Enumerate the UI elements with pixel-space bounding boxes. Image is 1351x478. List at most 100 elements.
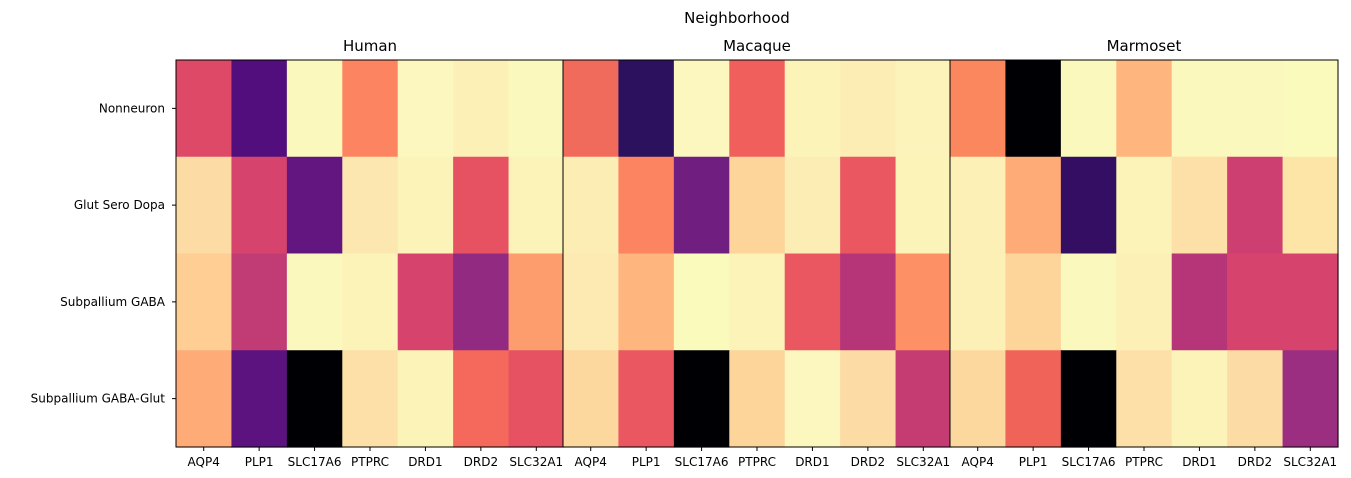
- heatmap-cell: [729, 253, 786, 351]
- heatmap-cell: [176, 156, 233, 255]
- heatmap-cell: [1116, 60, 1173, 158]
- heatmap-cell: [286, 350, 343, 448]
- heatmap-cell: [231, 156, 288, 255]
- x-tick-label: SLC17A6: [288, 455, 342, 469]
- heatmap-cell: [1116, 253, 1173, 351]
- heatmap-cell: [453, 350, 510, 448]
- x-tick-label: AQP4: [575, 455, 607, 469]
- heatmap-cell: [1005, 350, 1062, 448]
- x-tick-label: DRD1: [408, 455, 442, 469]
- x-tick-label: DRD2: [851, 455, 885, 469]
- heatmap-cell: [950, 60, 1007, 158]
- y-tick-label: Nonneuron: [99, 101, 165, 115]
- x-tick-label: SLC32A1: [509, 455, 563, 469]
- heatmap-cell: [508, 350, 565, 448]
- heatmap-cell: [453, 253, 510, 351]
- heatmap-cell: [397, 350, 454, 448]
- x-tick-label: PTPRC: [351, 455, 389, 469]
- heatmap-cell: [729, 60, 786, 158]
- heatmap-cell: [231, 253, 288, 351]
- heatmap-cell: [1227, 253, 1284, 351]
- heatmap-cell: [1116, 156, 1173, 255]
- y-tick-label: Subpallium GABA: [60, 295, 166, 309]
- heatmap-cell: [729, 156, 786, 255]
- heatmap-cell: [618, 60, 675, 158]
- heatmap-cell: [342, 156, 399, 255]
- heatmap-cell: [1060, 350, 1117, 448]
- x-tick-label: SLC32A1: [896, 455, 950, 469]
- y-tick-label: Subpallium GABA-Glut: [31, 392, 166, 406]
- heatmap-cell: [673, 60, 730, 158]
- heatmap-cell: [1227, 350, 1284, 448]
- heatmap-cell: [1227, 60, 1284, 158]
- heatmap-cell: [342, 253, 399, 351]
- heatmap-cell: [508, 156, 565, 255]
- x-tick-label: PLP1: [632, 455, 661, 469]
- x-tick-label: PLP1: [245, 455, 274, 469]
- heatmap-cell: [895, 350, 952, 448]
- heatmap-cell: [729, 350, 786, 448]
- heatmap-cell: [784, 350, 841, 448]
- y-tick-label: Glut Sero Dopa: [74, 198, 165, 212]
- panel-title: Human: [343, 37, 397, 55]
- heatmap-cell: [563, 350, 620, 448]
- x-tick-label: SLC17A6: [1062, 455, 1116, 469]
- heatmap-cell: [176, 350, 233, 448]
- x-tick-label: DRD1: [795, 455, 829, 469]
- panel-macaque: Macaque AQP4 PLP1 SLC17A6 PTPRC DRD1 DRD2 SLC32…: [562, 37, 952, 469]
- heatmap-panels: Human AQP4 PLP1 SLC17A6 PTPRC DRD1 DRD2 SLC32A1…: [31, 37, 1339, 469]
- heatmap-cell: [342, 350, 399, 448]
- heatmap-cell: [1005, 60, 1062, 158]
- heatmap-cell: [618, 156, 675, 255]
- heatmap-cell: [176, 60, 233, 158]
- heatmap-cell: [784, 60, 841, 158]
- heatmap-cell: [950, 156, 1007, 255]
- heatmap-cell: [397, 60, 454, 158]
- heatmap-cell: [1116, 350, 1173, 448]
- heatmap-cell: [563, 156, 620, 255]
- heatmap-cell: [950, 350, 1007, 448]
- heatmap-cell: [286, 156, 343, 255]
- heatmap-cell: [397, 253, 454, 351]
- heatmap-cell: [950, 253, 1007, 351]
- x-tick-label: SLC32A1: [1283, 455, 1337, 469]
- heatmap-cell: [618, 253, 675, 351]
- x-tick-label: DRD2: [1238, 455, 1272, 469]
- heatmap-cell: [1171, 350, 1228, 448]
- heatmap-cell: [673, 350, 730, 448]
- heatmap-cell: [840, 156, 897, 255]
- heatmap-cell: [286, 253, 343, 351]
- heatmap-cell: [453, 60, 510, 158]
- x-tick-label: AQP4: [962, 455, 994, 469]
- heatmap-cell: [840, 60, 897, 158]
- heatmap-cell: [286, 60, 343, 158]
- heatmap-cell: [1060, 60, 1117, 158]
- heatmap-cell: [840, 253, 897, 351]
- panel-human: Human AQP4 PLP1 SLC17A6 PTPRC DRD1 DRD2 SLC32A1: [175, 37, 565, 469]
- heatmap-cell: [563, 60, 620, 158]
- heatmap-cell: [1060, 156, 1117, 255]
- panel-marmoset: Marmoset AQP4 PLP1 SLC17A6 PTPRC DRD1 DRD2 SLC3…: [949, 37, 1339, 469]
- heatmap-cell: [1171, 156, 1228, 255]
- heatmap-cell: [1282, 350, 1339, 448]
- heatmap-cell: [895, 253, 952, 351]
- x-tick-label: PTPRC: [1125, 455, 1163, 469]
- heatmap-cell: [618, 350, 675, 448]
- panel-title: Macaque: [723, 37, 791, 55]
- heatmap-cell: [673, 253, 730, 351]
- heatmap-cell: [784, 156, 841, 255]
- heatmap-cell: [453, 156, 510, 255]
- x-tick-label: DRD1: [1182, 455, 1216, 469]
- heatmap-cell: [1227, 156, 1284, 255]
- heatmap-cell: [1282, 60, 1339, 158]
- heatmap-cell: [1060, 253, 1117, 351]
- heatmap-cell: [1282, 156, 1339, 255]
- heatmap-cell: [231, 60, 288, 158]
- x-tick-label: SLC17A6: [675, 455, 729, 469]
- chart-title: Neighborhood: [684, 9, 790, 27]
- heatmap-cell: [784, 253, 841, 351]
- heatmap-cell: [1282, 253, 1339, 351]
- heatmap-cell: [840, 350, 897, 448]
- heatmap-cell: [1005, 156, 1062, 255]
